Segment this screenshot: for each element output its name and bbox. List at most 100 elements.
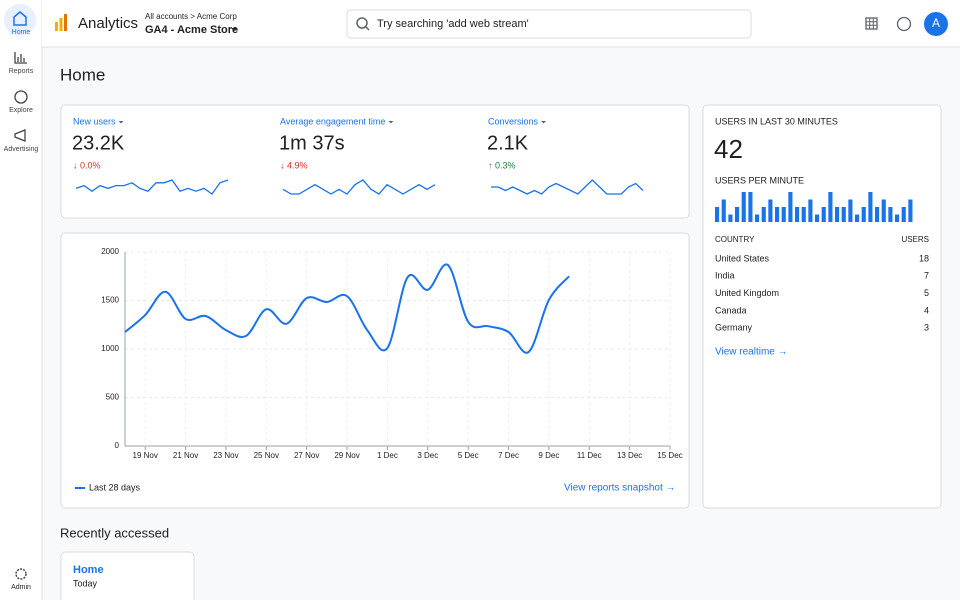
x-tick-label: 23 Nov [213,451,238,460]
per-minute-bar [841,207,846,222]
breadcrumb[interactable]: All accounts > Acme Corp [145,12,237,21]
admin-icon[interactable] [15,568,27,580]
metric-change: ↓ 0.0% [73,160,101,170]
column-header: USERS [901,235,929,244]
metric-caret [388,121,394,124]
per-minute-bar [835,207,840,222]
per-minute-bar [808,199,813,222]
apps-icon[interactable] [865,17,878,30]
per-minute-bar [908,199,913,222]
metric-value: 23.2K [72,132,125,154]
product-name: Analytics [78,15,138,32]
per-minute-bar [861,207,866,222]
search-placeholder: Try searching 'add web stream' [377,18,529,30]
y-tick-label: 1000 [101,344,119,353]
metrics-card [60,104,690,219]
nav-label[interactable]: Advertising [4,146,39,153]
y-tick-label: 1500 [101,296,119,305]
advertising-icon[interactable] [14,129,26,142]
nav-label[interactable]: Admin [11,584,31,591]
country-users: 7 [924,271,929,281]
realtime-title: USERS IN LAST 30 MINUTES [715,116,838,126]
x-tick-label: 7 Dec [498,451,519,460]
property-caret[interactable] [231,28,237,31]
recent-card-subtitle: Today [73,578,98,588]
search-box[interactable] [346,9,752,39]
metric-caret [541,121,547,124]
x-tick-label: 9 Dec [538,451,559,460]
metric-value: 1m 37s [279,132,345,154]
recent-card[interactable] [60,551,195,600]
x-tick-label: 5 Dec [458,451,479,460]
nav-label[interactable]: Reports [9,68,34,75]
per-minute-bar [828,192,833,222]
help-icon[interactable] [896,16,912,32]
y-tick-label: 0 [115,441,120,450]
recent-card-title[interactable]: Home [73,564,104,576]
column-header: COUNTRY [715,235,755,244]
avatar-letter: A [932,16,940,30]
search-icon [365,26,370,31]
x-tick-label: 1 Dec [377,451,398,460]
avatar[interactable] [924,12,948,36]
home-icon[interactable] [13,11,27,26]
per-minute-bar [855,214,860,222]
metric-label[interactable]: Conversions [488,116,539,126]
metric-label[interactable]: Average engagement time [280,116,385,126]
nav-label[interactable]: Home [12,29,31,36]
per-minute-bar [888,207,893,222]
metric-change: ↑ 0.3% [488,160,516,170]
per-minute-bar [901,207,906,222]
side-nav [0,0,42,600]
country-users: 5 [924,288,929,298]
search-icon [356,17,368,29]
reports-icon[interactable] [14,52,27,64]
apps-icon [866,18,877,29]
x-tick-label: 11 Dec [577,451,602,460]
per-minute-bar [735,207,740,222]
metric-caret [118,121,124,124]
per-minute-bar [781,207,786,222]
per-minute-bar [741,192,746,222]
realtime-value: 42 [714,134,743,164]
section-title: Recently accessed [60,525,169,540]
chart-card [60,232,690,509]
per-minute-bar [895,214,900,222]
per-minute-bar [848,199,853,222]
legend-label: Last 28 days [89,482,141,492]
per-minute-bar [721,199,726,222]
x-tick-label: 29 Nov [334,451,359,460]
chart-link[interactable]: View reports snapshot → [564,483,676,494]
realtime-card [702,104,942,509]
per-minute-bar [761,207,766,222]
realtime-link[interactable]: View realtime → [715,347,788,358]
country-name: United Kingdom [715,288,779,298]
sparkline [75,179,229,195]
x-tick-label: 3 Dec [417,451,438,460]
y-tick-label: 2000 [101,247,119,256]
y-tick-label: 500 [106,393,120,402]
country-users: 4 [924,305,929,315]
nav-label[interactable]: Explore [9,107,33,114]
per-minute-bar [768,199,773,222]
country-name: Canada [715,305,747,315]
per-minute-bar [748,192,753,222]
property-name[interactable]: GA4 - Acme Store [145,24,238,36]
metric-label[interactable]: New users [73,116,116,126]
per-minute-bar [881,199,886,222]
per-minute-bar [755,214,760,222]
per-minute-bar [821,207,826,222]
line-series [124,263,570,354]
country-users: 3 [924,323,929,333]
x-tick-label: 19 Nov [133,451,158,460]
x-tick-label: 27 Nov [294,451,319,460]
country-name: Germany [715,323,753,333]
sparkline [282,179,436,195]
per-minute-label: USERS PER MINUTE [715,175,804,185]
x-tick-label: 13 Dec [617,451,642,460]
sparkline [491,179,644,195]
country-name: India [715,271,735,281]
explore-icon[interactable] [14,90,28,104]
per-minute-bar [868,192,873,222]
x-tick-label: 25 Nov [254,451,279,460]
